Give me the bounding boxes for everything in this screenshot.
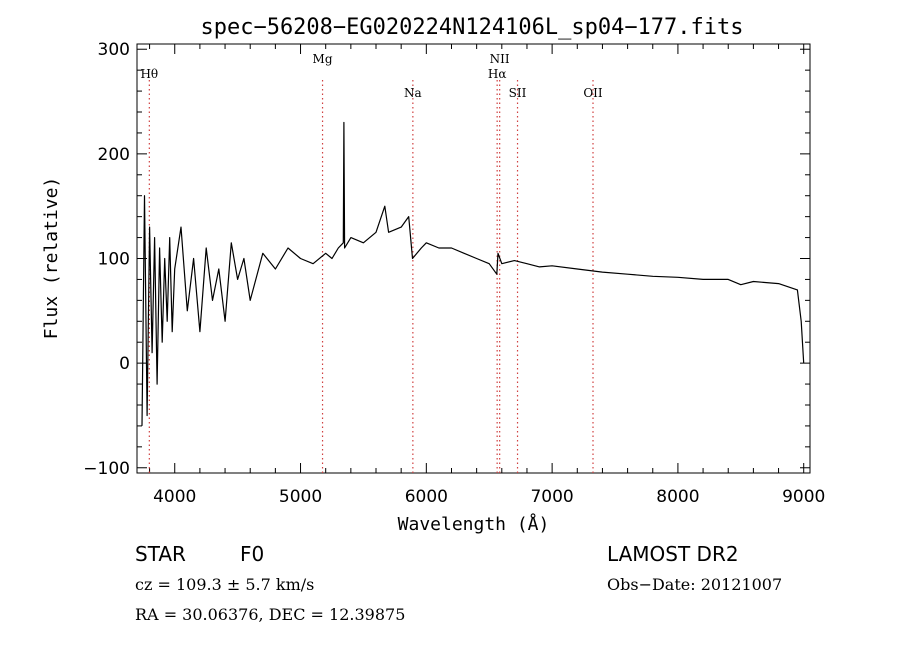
line-marker-label: NII [490, 52, 510, 66]
sky-coordinates: RA = 30.06376, DEC = 12.39875 [135, 605, 406, 624]
line-marker-label: Mg [313, 52, 333, 66]
y-tick-label: 0 [119, 354, 130, 374]
x-tick-label: 5000 [279, 487, 322, 507]
x-tick-label: 6000 [405, 487, 448, 507]
redshift-velocity: cz = 109.3 ± 5.7 km/s [135, 575, 315, 594]
y-tick-label: 300 [98, 40, 130, 60]
x-axis-label: Wavelength (Å) [398, 513, 550, 535]
x-tick-label: 4000 [153, 487, 196, 507]
line-marker-label: SII [509, 86, 527, 100]
y-tick-label: 200 [98, 145, 130, 165]
line-marker-label: Hθ [140, 67, 158, 81]
x-tick-label: 7000 [530, 487, 573, 507]
observation-date: Obs−Date: 20121007 [607, 575, 783, 594]
line-marker-label: Na [404, 86, 422, 100]
object-subclass: F0 [240, 542, 265, 566]
chart-title: spec−56208−EG020224N124106L_sp04−177.fit… [200, 15, 743, 40]
x-tick-label: 8000 [656, 487, 699, 507]
survey-name: LAMOST DR2 [607, 542, 739, 566]
spectrum-series [141, 121, 805, 426]
object-class: STAR [135, 542, 186, 566]
x-tick-label: 9000 [782, 487, 825, 507]
line-marker-label: OII [583, 86, 603, 100]
y-axis-label: Flux (relative) [41, 177, 62, 340]
y-tick-label: 100 [98, 250, 130, 270]
plot-frame [136, 43, 811, 474]
y-tick-label: −100 [83, 459, 130, 479]
line-marker-label: Hα [488, 67, 507, 81]
